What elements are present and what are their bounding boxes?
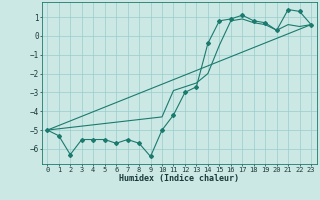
X-axis label: Humidex (Indice chaleur): Humidex (Indice chaleur) — [119, 174, 239, 183]
